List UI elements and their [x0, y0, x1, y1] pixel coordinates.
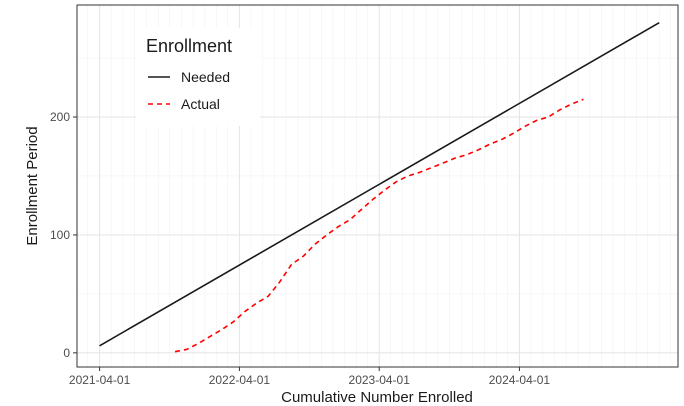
data-point-actual — [255, 302, 257, 304]
data-point-actual — [407, 175, 409, 177]
x-tick-label: 2022-04-01 — [209, 373, 271, 387]
data-point-actual — [232, 321, 234, 323]
legend: Enrollment Needed Actual — [136, 28, 260, 126]
data-point-actual — [221, 328, 223, 330]
data-point-actual — [466, 154, 468, 156]
data-point-actual — [209, 335, 211, 337]
series-line-needed — [99, 21, 660, 347]
data-point-actual — [291, 264, 293, 266]
data-point-actual — [244, 311, 246, 313]
y-tick-label: 100 — [50, 228, 70, 242]
data-point-actual — [198, 343, 200, 345]
data-point-actual — [302, 255, 304, 257]
y-axis-ticks: 0 100 200 — [50, 110, 77, 360]
data-point-actual — [430, 167, 432, 169]
data-point-actual — [361, 208, 363, 210]
data-point-actual — [477, 149, 479, 151]
data-point-needed — [99, 345, 101, 347]
data-point-actual — [186, 348, 188, 350]
data-point-actual — [454, 157, 456, 159]
data-point-actual — [314, 243, 316, 245]
data-point-actual — [547, 116, 549, 118]
data-point-actual — [349, 219, 351, 221]
data-point-actual — [326, 234, 328, 236]
data-point-actual — [372, 199, 374, 201]
data-point-actual — [489, 143, 491, 145]
data-point-actual — [279, 281, 281, 283]
y-tick-label: 0 — [63, 346, 70, 360]
x-axis-title: Cumulative Number Enrolled — [281, 389, 473, 406]
legend-label-needed: Needed — [181, 69, 230, 85]
data-point-actual — [419, 172, 421, 174]
series-layer — [99, 21, 660, 353]
data-point-actual — [559, 109, 561, 111]
data-point-actual — [384, 189, 386, 191]
plot-border — [76, 4, 679, 368]
data-point-actual — [442, 162, 444, 164]
y-axis-title: Enrollment Period — [24, 126, 41, 245]
x-axis-ticks: 2021-04-01 2022-04-01 2023-04-01 2024-04-01 — [69, 367, 551, 387]
data-point-actual — [582, 98, 584, 100]
data-point-actual — [395, 181, 397, 183]
data-point-actual — [535, 120, 537, 122]
data-point-actual — [524, 126, 526, 128]
data-point-actual — [337, 226, 339, 228]
legend-label-actual: Actual — [181, 96, 220, 112]
data-point-actual — [512, 133, 514, 135]
data-point-needed — [658, 22, 660, 24]
x-tick-label: 2021-04-01 — [69, 373, 131, 387]
x-tick-label: 2023-04-01 — [349, 373, 411, 387]
data-point-actual — [571, 103, 573, 105]
data-point-actual — [174, 351, 176, 353]
data-point-actual — [267, 295, 269, 297]
data-point-actual — [501, 139, 503, 141]
legend-title: Enrollment — [146, 36, 232, 56]
x-tick-label: 2024-04-01 — [489, 373, 551, 387]
y-tick-label: 200 — [50, 110, 70, 124]
